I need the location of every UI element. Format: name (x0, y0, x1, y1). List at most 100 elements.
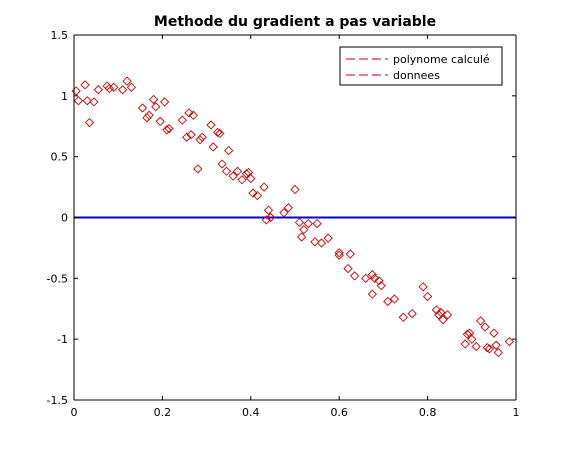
data-point (215, 128, 225, 139)
data-point (334, 250, 344, 260)
data-point (467, 334, 477, 344)
y-tick-label: 0.5 (51, 151, 69, 164)
data-point (279, 207, 289, 218)
data-point (480, 322, 490, 332)
x-tick-label: 0.8 (419, 406, 437, 419)
y-tick-label: 1.5 (51, 29, 69, 42)
data-point (361, 273, 371, 283)
data-point (442, 310, 453, 320)
data-point (290, 184, 300, 195)
data-point (367, 270, 377, 280)
data-point (345, 249, 355, 259)
data-point (374, 276, 384, 286)
data-point (462, 329, 473, 339)
data-point (316, 238, 327, 248)
data-point (84, 117, 95, 128)
data-point (182, 132, 192, 142)
data-point (422, 291, 433, 302)
data-point (491, 340, 501, 350)
data-point (504, 336, 515, 347)
data-point (484, 344, 495, 354)
data-point (263, 205, 274, 215)
data-point (117, 85, 128, 95)
y-tick-label: 0 (61, 212, 68, 225)
data-point (323, 233, 333, 243)
data-point (159, 97, 170, 107)
data-point (407, 308, 417, 319)
data-point (184, 108, 194, 118)
data-point (489, 328, 499, 338)
data-point (460, 339, 470, 349)
data-point (162, 125, 172, 135)
data-point (248, 188, 258, 198)
data-point (266, 212, 276, 223)
data-point (217, 159, 227, 169)
legend-box (339, 46, 503, 86)
x-tick-label: 0.2 (154, 406, 172, 419)
legend: polynome calculé donnees (339, 46, 503, 86)
data-point (369, 273, 380, 283)
data-point (177, 115, 187, 125)
x-tick-label: 1 (513, 406, 520, 419)
data-point (164, 124, 174, 134)
data-point (334, 248, 344, 258)
data-point (476, 316, 486, 326)
legend-label-donnees: donnees (393, 69, 440, 82)
data-point (294, 217, 305, 228)
data-point (418, 282, 428, 292)
data-point (193, 164, 203, 174)
data-point (109, 82, 119, 92)
data-point (383, 296, 393, 307)
ticks-layer: 0 0.2 0.4 0.6 0.8 1 -1.5 -1 -0.5 0 0.5 1 1.5 (47, 29, 520, 419)
data-point (471, 341, 481, 352)
x-tick-label: 0 (71, 406, 78, 419)
data-point (367, 289, 377, 299)
data-point (104, 83, 114, 94)
data-point (224, 145, 234, 156)
legend-label-polynome: polynome calculé (393, 53, 490, 66)
data-point (434, 310, 444, 320)
x-tick-label: 0.6 (330, 406, 348, 419)
data-point (144, 110, 154, 120)
y-tick-label: -1.5 (47, 394, 68, 407)
data-point (283, 203, 294, 213)
data-point (93, 85, 103, 95)
data-point (206, 120, 216, 130)
data-point (188, 110, 198, 120)
data-point (232, 166, 243, 176)
data-point (350, 271, 360, 281)
series-layer (71, 76, 516, 358)
data-point (261, 215, 271, 225)
data-point (376, 280, 386, 291)
y-tick-label: -1 (57, 333, 68, 346)
data-point (303, 218, 313, 229)
data-point (482, 343, 492, 353)
data-point (246, 173, 256, 184)
data-point (221, 166, 232, 176)
data-point (73, 96, 84, 106)
data-point (148, 94, 159, 105)
data-point (82, 96, 92, 106)
data-point (310, 237, 320, 247)
data-point (389, 294, 400, 304)
chart-title: Methode du gradient a pas variable (154, 14, 436, 30)
data-point (89, 97, 99, 107)
data-point (228, 171, 238, 181)
data-point (151, 102, 161, 112)
data-point (299, 225, 309, 235)
data-point (197, 132, 207, 142)
data-point (296, 232, 307, 242)
data-point (122, 76, 132, 86)
data-point (241, 169, 252, 179)
data-point (259, 182, 269, 192)
y-tick-label: 1 (61, 90, 68, 103)
data-point (213, 127, 223, 137)
y-tick-label: -0.5 (47, 272, 68, 285)
data-point (398, 312, 408, 322)
data-point (431, 305, 442, 315)
data-point (80, 80, 90, 90)
data-point (155, 116, 165, 127)
data-point (142, 113, 152, 123)
x-tick-label: 0.4 (242, 406, 260, 419)
data-point (126, 82, 137, 92)
